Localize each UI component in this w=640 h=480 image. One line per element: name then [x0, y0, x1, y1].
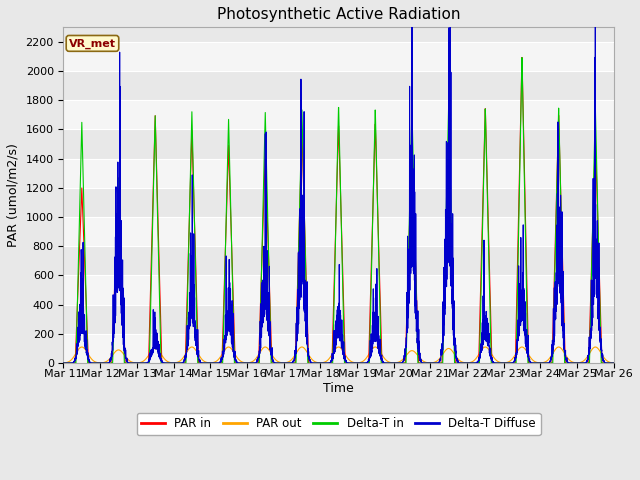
- Title: Photosynthetic Active Radiation: Photosynthetic Active Radiation: [217, 7, 460, 22]
- Bar: [63, 217, 614, 246]
- Bar: [63, 42, 614, 71]
- Legend: PAR in, PAR out, Delta-T in, Delta-T Diffuse: PAR in, PAR out, Delta-T in, Delta-T Dif…: [136, 413, 541, 435]
- Bar: [63, 100, 614, 130]
- Bar: [63, 334, 614, 363]
- Bar: [63, 276, 614, 305]
- Text: VR_met: VR_met: [69, 38, 116, 48]
- X-axis label: Time: Time: [323, 382, 354, 395]
- Bar: [63, 159, 614, 188]
- Y-axis label: PAR (umol/m2/s): PAR (umol/m2/s): [7, 143, 20, 247]
